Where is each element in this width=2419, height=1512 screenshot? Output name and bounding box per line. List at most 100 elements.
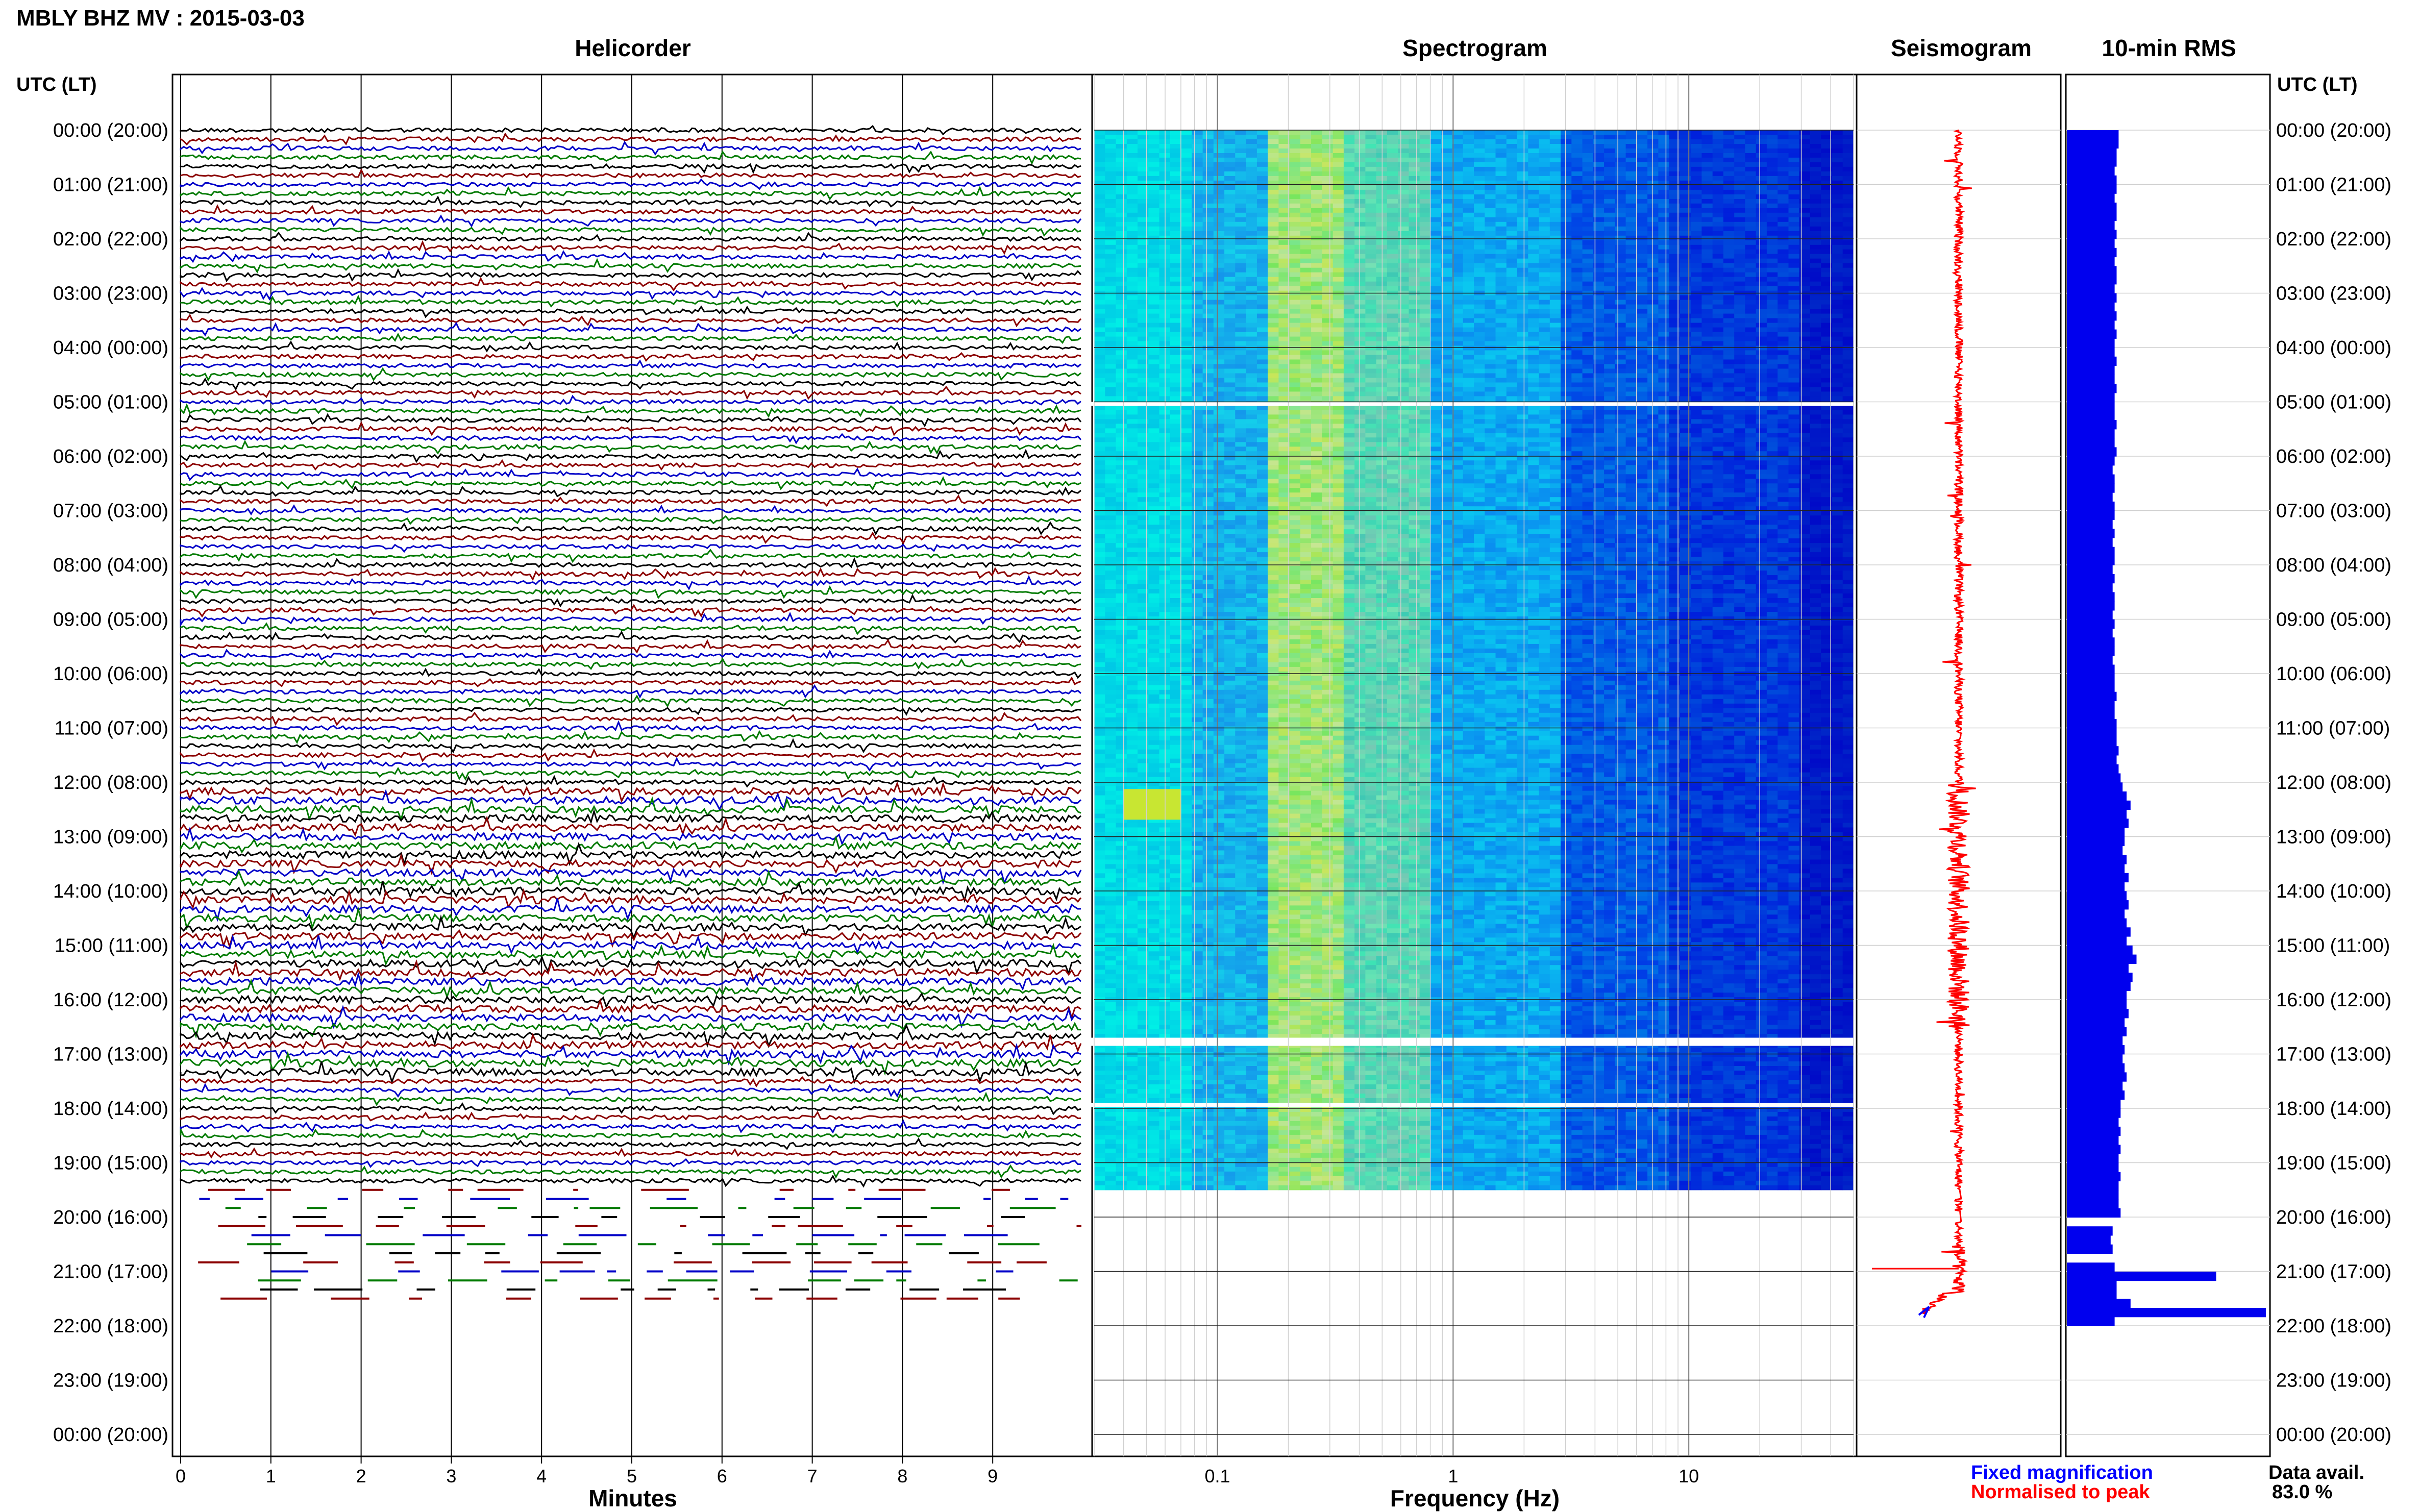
spectrogram-cell bbox=[1235, 809, 1247, 814]
spectrogram-cell bbox=[1268, 1185, 1279, 1191]
spectrogram-cell bbox=[1278, 1089, 1290, 1094]
spectrogram-cell bbox=[1213, 538, 1225, 543]
spectrogram-cell bbox=[1116, 391, 1127, 396]
spectrogram-cell bbox=[1213, 855, 1225, 860]
spectrogram-cell bbox=[1170, 474, 1181, 479]
spectrogram-cell bbox=[1213, 442, 1225, 447]
spectrogram-cell bbox=[1202, 827, 1214, 833]
spectrogram-cell bbox=[1268, 492, 1279, 498]
spectrogram-cell bbox=[1138, 199, 1149, 204]
spectrogram-cell bbox=[1213, 745, 1225, 750]
spectrogram-cell bbox=[1256, 676, 1268, 681]
spectrogram-cell bbox=[1116, 970, 1127, 975]
spectrogram-cell bbox=[1289, 891, 1301, 897]
spectrogram-cell bbox=[1170, 630, 1181, 635]
spectrogram-cell bbox=[1094, 543, 1105, 548]
spectrogram-cell bbox=[1235, 515, 1247, 520]
spectrogram-cell bbox=[1181, 460, 1192, 465]
helicorder-trace-line bbox=[180, 934, 1081, 955]
spectrogram-cell bbox=[1235, 589, 1247, 594]
spectrogram-cell bbox=[1278, 887, 1290, 892]
spectrogram-cell bbox=[1138, 405, 1149, 410]
spectrogram-cell bbox=[1094, 772, 1105, 778]
spectrogram-cell bbox=[1235, 956, 1247, 961]
spectrogram-cell bbox=[1094, 1153, 1105, 1158]
spectrogram-cell bbox=[1116, 584, 1127, 589]
spectrogram-cell bbox=[1256, 286, 1268, 291]
spectrogram-cell bbox=[1148, 1075, 1160, 1080]
spectrogram-cell bbox=[1246, 571, 1257, 576]
spectrogram-cell bbox=[1181, 194, 1192, 200]
spectrogram-cell bbox=[1256, 341, 1268, 346]
spectrogram-cell bbox=[1094, 180, 1105, 186]
spectrogram-cell bbox=[1213, 887, 1225, 892]
spectrogram-cell bbox=[1289, 506, 1301, 511]
spectrogram-cell bbox=[1289, 887, 1301, 892]
spectrogram-cell bbox=[1300, 231, 1312, 236]
spectrogram-cell bbox=[1192, 786, 1203, 791]
spectrogram-cell bbox=[1138, 593, 1149, 599]
spectrogram-cell bbox=[1213, 235, 1225, 241]
helicorder-x-label: Minutes bbox=[588, 1485, 677, 1511]
spectrogram-cell bbox=[1105, 258, 1117, 264]
helicorder-trace-line bbox=[180, 332, 1081, 344]
spectrogram-cell bbox=[1170, 1167, 1181, 1172]
spectrogram-cell bbox=[1202, 685, 1214, 690]
spectrogram-cell bbox=[1192, 502, 1203, 507]
spectrogram-cell bbox=[1278, 1098, 1290, 1103]
spectrogram-cell bbox=[1138, 910, 1149, 915]
spectrogram-cell bbox=[1181, 277, 1192, 282]
spectrogram-cell bbox=[1105, 515, 1117, 520]
spectrogram-cell bbox=[1170, 185, 1181, 190]
spectrogram-cell bbox=[1126, 194, 1138, 200]
spectrogram-cell bbox=[1138, 479, 1149, 484]
spectrogram-cell bbox=[1105, 267, 1117, 273]
spectrogram-cell bbox=[1235, 676, 1247, 681]
spectrogram-cell bbox=[1300, 772, 1312, 778]
spectrogram-cell bbox=[1138, 447, 1149, 452]
spectrogram-cell bbox=[1126, 488, 1138, 493]
spectrogram-cell bbox=[1148, 515, 1160, 520]
spectrogram-cell bbox=[1181, 703, 1192, 709]
spectrogram-cell bbox=[1148, 740, 1160, 746]
spectrogram-cell bbox=[1300, 235, 1312, 241]
spectrogram-cell bbox=[1181, 157, 1192, 163]
spectrogram-cell bbox=[1105, 712, 1117, 718]
spectrogram-cell bbox=[1202, 313, 1214, 319]
spectrogram-cell bbox=[1094, 993, 1105, 998]
spectrogram-cell bbox=[1300, 488, 1312, 493]
spectrogram-cell bbox=[1278, 318, 1290, 324]
spectrogram-cell bbox=[1192, 731, 1203, 736]
spectrogram-cell bbox=[1202, 180, 1214, 186]
spectrogram-cell bbox=[1289, 1180, 1301, 1186]
spectrogram-cell bbox=[1181, 832, 1192, 837]
spectrogram-cell bbox=[1202, 502, 1214, 507]
spectrogram-cell bbox=[1224, 474, 1236, 479]
spectrogram-cell bbox=[1246, 657, 1257, 663]
spectrogram-cell bbox=[1181, 396, 1192, 401]
spectrogram-cell bbox=[1224, 979, 1236, 984]
spectrogram-cell bbox=[1094, 378, 1105, 383]
spectrogram-cell bbox=[1181, 1075, 1192, 1080]
spectrogram-cell bbox=[1192, 566, 1203, 571]
spectrogram-cell bbox=[1105, 717, 1117, 723]
spectrogram-cell bbox=[1213, 433, 1225, 438]
spectrogram-cell bbox=[1300, 1048, 1312, 1053]
spectrogram-cell bbox=[1300, 942, 1312, 947]
spectrogram-cell bbox=[1148, 313, 1160, 319]
spectrogram-cell bbox=[1138, 1171, 1149, 1177]
spectrogram-cell bbox=[1268, 1034, 1279, 1039]
spectrogram-cell bbox=[1126, 258, 1138, 264]
spectrogram-cell bbox=[1105, 1162, 1117, 1168]
spectrogram-cell bbox=[1192, 694, 1203, 700]
spectrogram-cell bbox=[1246, 272, 1257, 278]
spectrogram-cell bbox=[1300, 249, 1312, 255]
helicorder-trace-line bbox=[180, 258, 1081, 274]
spectrogram-cell bbox=[1181, 153, 1192, 158]
spectrogram-cell bbox=[1126, 543, 1138, 548]
time-label-right: 15:00 (11:00) bbox=[2276, 935, 2390, 957]
spectrogram-cell bbox=[1235, 772, 1247, 778]
spectrogram-cell bbox=[1181, 1116, 1192, 1122]
spectrogram-cell bbox=[1094, 1080, 1105, 1085]
spectrogram-cell bbox=[1202, 364, 1214, 369]
